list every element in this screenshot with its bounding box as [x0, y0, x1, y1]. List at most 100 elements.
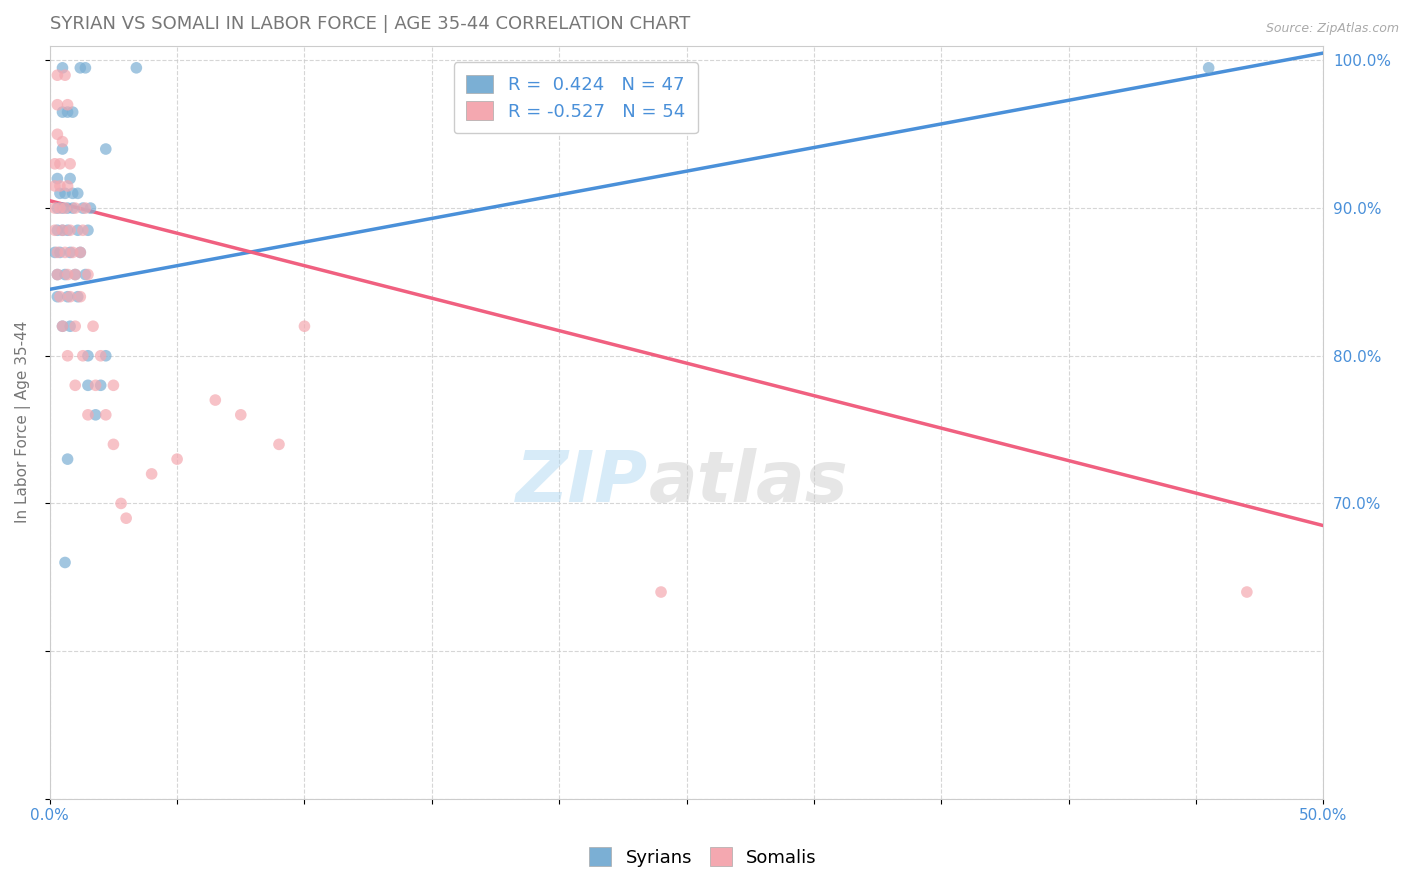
Point	[72, 201, 94, 215]
Point	[56, 97, 79, 112]
Point	[46, 97, 69, 112]
Point	[49, 290, 72, 304]
Point	[46, 171, 69, 186]
Point	[94, 349, 117, 363]
Point	[62, 105, 84, 120]
Point	[59, 157, 82, 171]
Point	[44, 223, 66, 237]
Point	[62, 201, 84, 215]
Point	[75, 61, 97, 75]
Point	[62, 186, 84, 201]
Point	[90, 378, 112, 392]
Point	[49, 245, 72, 260]
Point	[46, 290, 69, 304]
Point	[59, 290, 82, 304]
Point	[84, 408, 107, 422]
Point	[51, 319, 73, 334]
Text: SYRIAN VS SOMALI IN LABOR FORCE | AGE 35-44 CORRELATION CHART: SYRIAN VS SOMALI IN LABOR FORCE | AGE 35…	[49, 15, 690, 33]
Point	[77, 349, 100, 363]
Point	[56, 268, 79, 282]
Point	[69, 290, 91, 304]
Point	[72, 223, 94, 237]
Point	[63, 319, 86, 334]
Point	[75, 268, 97, 282]
Text: ZIP: ZIP	[516, 448, 648, 517]
Point	[75, 201, 97, 215]
Point	[69, 245, 91, 260]
Point	[69, 61, 91, 75]
Point	[66, 186, 89, 201]
Point	[79, 201, 101, 215]
Point	[62, 245, 84, 260]
Point	[51, 135, 73, 149]
Point	[77, 408, 100, 422]
Point	[77, 268, 100, 282]
Point	[46, 268, 69, 282]
Point	[94, 142, 117, 156]
Point	[141, 467, 163, 481]
Point	[59, 319, 82, 334]
Point	[77, 378, 100, 392]
Point	[103, 437, 125, 451]
Point	[66, 290, 89, 304]
Point	[49, 186, 72, 201]
Point	[46, 128, 69, 142]
Point	[84, 378, 107, 392]
Point	[1236, 585, 1258, 599]
Point	[72, 349, 94, 363]
Point	[51, 61, 73, 75]
Point	[51, 142, 73, 156]
Point	[204, 393, 226, 408]
Point	[56, 349, 79, 363]
Point	[103, 378, 125, 392]
Point	[56, 223, 79, 237]
Point	[56, 105, 79, 120]
Point	[51, 223, 73, 237]
Point	[166, 452, 188, 467]
Legend: R =  0.424   N = 47, R = -0.527   N = 54: R = 0.424 N = 47, R = -0.527 N = 54	[454, 62, 697, 134]
Point	[110, 496, 132, 510]
Point	[63, 268, 86, 282]
Point	[63, 268, 86, 282]
Point	[51, 319, 73, 334]
Point	[53, 186, 76, 201]
Point	[46, 245, 69, 260]
Point	[59, 171, 82, 186]
Text: Source: ZipAtlas.com: Source: ZipAtlas.com	[1265, 22, 1399, 36]
Point	[49, 201, 72, 215]
Point	[53, 201, 76, 215]
Point	[1198, 61, 1220, 75]
Point	[53, 245, 76, 260]
Point	[267, 437, 290, 451]
Point	[46, 223, 69, 237]
Point	[94, 408, 117, 422]
Y-axis label: In Labor Force | Age 35-44: In Labor Force | Age 35-44	[15, 321, 31, 524]
Point	[82, 319, 104, 334]
Point	[49, 178, 72, 193]
Point	[44, 178, 66, 193]
Point	[69, 245, 91, 260]
Point	[56, 452, 79, 467]
Point	[53, 68, 76, 82]
Point	[650, 585, 672, 599]
Point	[46, 268, 69, 282]
Point	[49, 157, 72, 171]
Point	[44, 245, 66, 260]
Point	[46, 201, 69, 215]
Point	[63, 378, 86, 392]
Point	[56, 201, 79, 215]
Point	[59, 223, 82, 237]
Point	[90, 349, 112, 363]
Point	[77, 223, 100, 237]
Point	[44, 201, 66, 215]
Point	[125, 61, 148, 75]
Point	[56, 178, 79, 193]
Point	[63, 201, 86, 215]
Text: atlas: atlas	[648, 448, 848, 517]
Point	[51, 201, 73, 215]
Point	[53, 268, 76, 282]
Point	[53, 556, 76, 570]
Point	[44, 157, 66, 171]
Point	[46, 68, 69, 82]
Point	[59, 245, 82, 260]
